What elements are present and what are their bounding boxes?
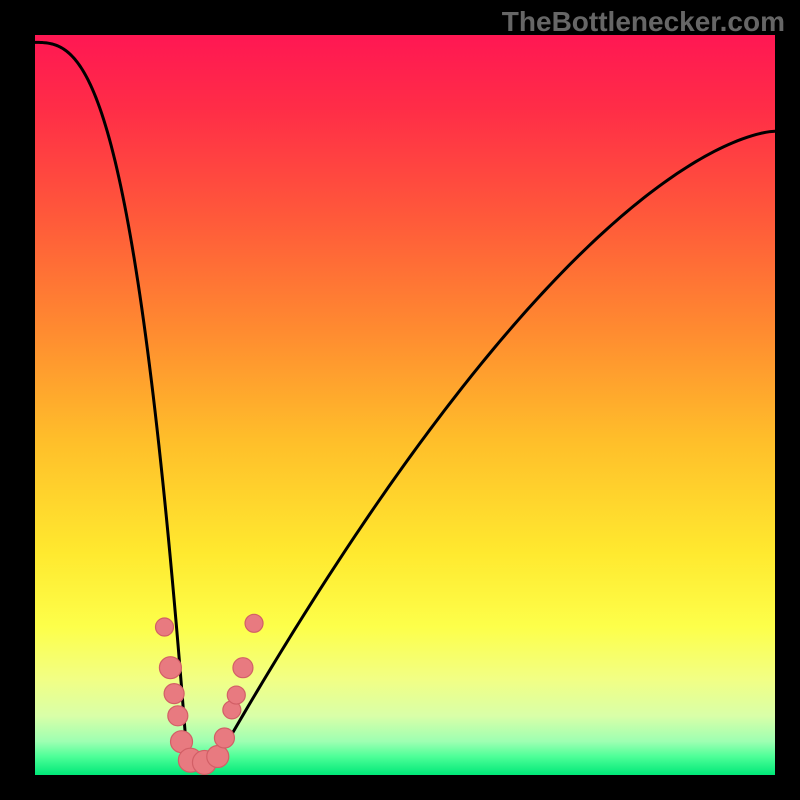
data-marker: [227, 686, 245, 704]
data-marker: [156, 618, 174, 636]
data-marker: [207, 746, 229, 768]
chart-svg: [0, 0, 800, 800]
plot-background: [35, 35, 775, 775]
data-marker: [245, 614, 263, 632]
data-marker: [233, 658, 253, 678]
data-marker: [168, 706, 188, 726]
watermark-text: TheBottlenecker.com: [502, 6, 785, 38]
data-marker: [159, 657, 181, 679]
chart-stage: TheBottlenecker.com: [0, 0, 800, 800]
data-marker: [214, 728, 234, 748]
data-marker: [164, 684, 184, 704]
